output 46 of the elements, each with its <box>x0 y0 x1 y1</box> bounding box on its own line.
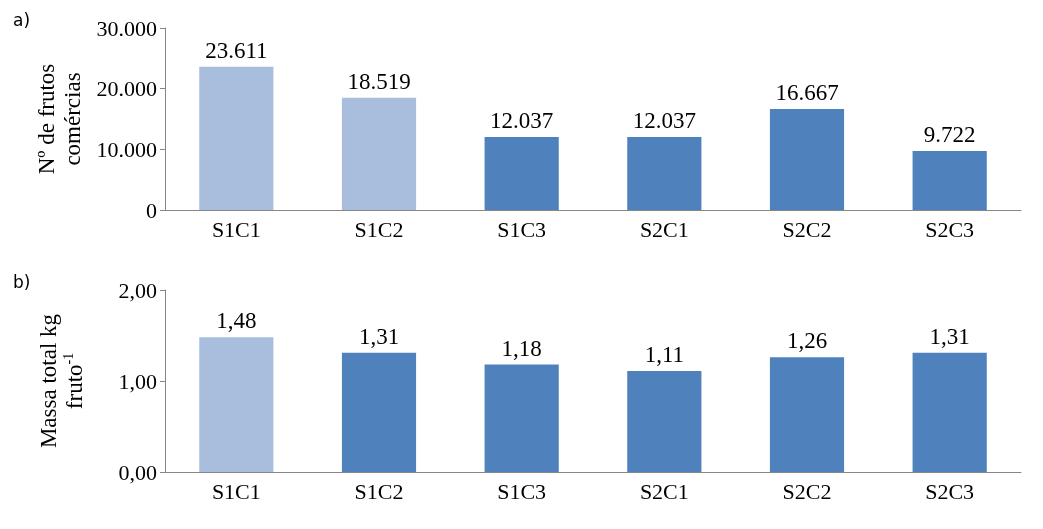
text: b) <box>13 271 31 292</box>
bar <box>912 352 987 472</box>
bar <box>484 364 559 472</box>
x-tick-label: S1C1 <box>211 216 261 242</box>
data-label: 1,11 <box>644 341 685 367</box>
data-label: 1,31 <box>929 323 970 349</box>
data-label: 16.667 <box>775 79 839 105</box>
y-tick-label: 10.000 <box>96 136 157 162</box>
x-tick-label: S1C1 <box>211 478 261 504</box>
data-label: 18.519 <box>347 68 411 94</box>
y-axis-title: Nº de frutos comércias <box>34 63 86 175</box>
data-label: 1,48 <box>216 308 257 334</box>
x-tick-label: S2C2 <box>782 216 832 242</box>
data-label: 1,18 <box>501 335 542 361</box>
bar <box>769 357 845 472</box>
y-tick-label: 1,00 <box>118 368 157 394</box>
x-tick-label: S2C1 <box>639 216 689 242</box>
y-tick-label: 0,00 <box>118 459 157 485</box>
x-tick-label: S1C3 <box>497 216 547 242</box>
data-label: 12.037 <box>490 107 554 133</box>
bar <box>199 337 274 472</box>
y-tick-label: 20.000 <box>96 76 157 102</box>
bar <box>341 352 417 472</box>
x-tick-label: S1C2 <box>354 478 404 504</box>
x-tick-label: S1C2 <box>354 216 404 242</box>
bar <box>627 370 702 472</box>
x-tick-label: S1C3 <box>497 478 547 504</box>
bar <box>912 151 987 210</box>
bar <box>769 108 845 210</box>
bar <box>341 97 417 210</box>
bar <box>484 136 559 210</box>
x-tick-label: S2C3 <box>925 478 975 504</box>
bar <box>199 66 274 210</box>
y-tick-label: 2,00 <box>118 277 157 303</box>
data-label: 9.722 <box>923 122 976 148</box>
data-label: 23.611 <box>205 37 268 63</box>
x-tick-label: S2C2 <box>782 478 832 504</box>
data-label: 1,26 <box>786 328 828 354</box>
x-tick-label: S2C1 <box>639 478 689 504</box>
x-tick-label: S2C3 <box>925 216 975 242</box>
data-label: 12.037 <box>632 107 696 133</box>
bar <box>627 136 702 210</box>
y-tick-label: 0 <box>146 197 157 223</box>
y-tick-label: 30.000 <box>96 15 157 41</box>
data-label: 1,31 <box>358 323 400 349</box>
text: a) <box>13 9 31 30</box>
